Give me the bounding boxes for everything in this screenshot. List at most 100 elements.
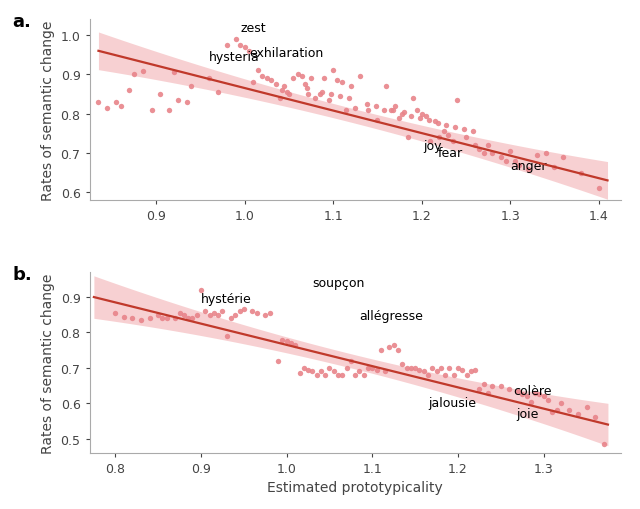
Point <box>447 138 458 146</box>
Point <box>310 95 321 103</box>
Point <box>406 112 416 121</box>
Point <box>517 390 527 399</box>
Point <box>264 309 275 318</box>
Point <box>138 68 148 76</box>
Point <box>376 347 386 355</box>
Point <box>355 73 365 81</box>
Text: hystérie: hystérie <box>201 293 252 306</box>
Point <box>556 400 566 408</box>
Point <box>394 114 404 122</box>
Point <box>204 75 214 83</box>
Point <box>346 83 356 91</box>
Point <box>183 315 193 323</box>
Point <box>294 370 305 378</box>
Point <box>397 110 407 119</box>
Text: allégresse: allégresse <box>360 309 423 322</box>
Text: exhilaration: exhilaration <box>249 47 323 60</box>
Point <box>303 91 314 99</box>
Point <box>333 371 343 379</box>
Point <box>337 371 348 379</box>
Point <box>381 83 391 91</box>
Point <box>282 89 292 97</box>
Point <box>307 367 317 376</box>
Point <box>300 81 310 89</box>
Point <box>153 311 163 319</box>
Point <box>470 366 480 374</box>
Point <box>226 315 236 323</box>
Text: joy: joy <box>424 140 442 153</box>
Point <box>188 315 198 323</box>
Point <box>470 142 480 150</box>
Point <box>487 382 497 390</box>
Point <box>479 150 489 158</box>
Point <box>297 73 307 81</box>
Point <box>186 83 196 91</box>
Point <box>277 336 287 344</box>
Point <box>115 102 125 110</box>
Text: a.: a. <box>13 13 31 31</box>
Point <box>350 104 360 112</box>
Point <box>156 91 166 99</box>
Point <box>248 79 259 87</box>
Point <box>320 371 330 379</box>
Point <box>344 95 354 103</box>
Point <box>358 371 369 379</box>
Point <box>213 311 223 319</box>
Point <box>417 110 427 119</box>
Point <box>406 364 416 372</box>
Point <box>513 387 523 395</box>
Point <box>157 315 168 323</box>
Point <box>525 398 536 406</box>
Point <box>266 77 276 85</box>
Point <box>598 440 609 448</box>
Point <box>282 337 292 346</box>
Point <box>479 380 489 388</box>
Point <box>380 367 390 376</box>
Point <box>315 91 325 99</box>
Point <box>427 364 437 372</box>
Point <box>436 364 446 372</box>
Point <box>549 163 559 172</box>
Point <box>230 36 241 44</box>
Point <box>509 157 520 165</box>
Point <box>213 89 223 97</box>
Point <box>292 71 303 79</box>
Point <box>540 150 550 158</box>
Point <box>316 367 326 376</box>
Point <box>504 385 515 393</box>
Point <box>474 146 484 154</box>
Point <box>93 99 104 107</box>
Point <box>306 75 316 83</box>
Text: anger: anger <box>510 160 547 173</box>
Point <box>239 44 250 52</box>
Point <box>235 42 245 50</box>
Point <box>514 161 524 169</box>
Point <box>397 360 408 369</box>
Point <box>483 389 493 397</box>
Point <box>262 75 272 83</box>
Y-axis label: Rates of semantic change: Rates of semantic change <box>41 20 55 201</box>
Point <box>421 112 431 121</box>
Point <box>324 364 335 372</box>
Point <box>119 313 129 321</box>
Point <box>299 364 309 372</box>
Point <box>323 97 334 105</box>
Point <box>430 118 440 126</box>
Point <box>335 93 345 101</box>
Point <box>209 309 219 318</box>
Point <box>380 106 390 115</box>
Point <box>170 315 180 323</box>
Point <box>590 414 600 422</box>
Point <box>459 126 469 134</box>
Point <box>288 75 298 83</box>
Point <box>234 307 244 316</box>
Point <box>363 364 373 372</box>
Point <box>179 311 189 319</box>
Point <box>539 392 549 401</box>
Point <box>440 371 451 379</box>
Point <box>523 165 533 174</box>
Text: colère: colère <box>514 384 552 397</box>
X-axis label: Estimated prototypicality: Estimated prototypicality <box>268 480 443 495</box>
Point <box>431 367 442 376</box>
Point <box>111 99 122 107</box>
